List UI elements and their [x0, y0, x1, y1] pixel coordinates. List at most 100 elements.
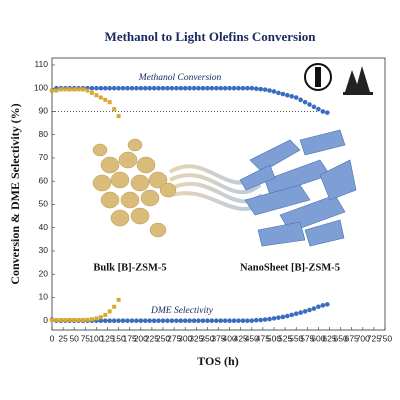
- y-tick-label: 30: [39, 245, 49, 255]
- data-point: [191, 85, 197, 91]
- data-point: [285, 313, 290, 319]
- data-point: [191, 318, 197, 324]
- data-point: [98, 85, 104, 91]
- data-point: [50, 318, 54, 323]
- data-point: [50, 88, 54, 93]
- data-point: [174, 85, 179, 91]
- data-point: [289, 94, 295, 99]
- data-point: [116, 85, 121, 91]
- data-point: [89, 317, 94, 322]
- data-point: [107, 318, 113, 324]
- data-point: [156, 85, 161, 91]
- data-point: [107, 85, 113, 91]
- data-point: [116, 114, 121, 119]
- data-point: [253, 317, 259, 323]
- x-tick-label: 150: [112, 333, 126, 343]
- x-tick-label: 25: [58, 333, 68, 343]
- data-point: [142, 85, 148, 91]
- y-tick-label: 80: [39, 129, 49, 139]
- y-tick-label: 70: [39, 152, 49, 162]
- data-point: [262, 317, 268, 322]
- data-point: [102, 85, 108, 91]
- data-point: [54, 318, 59, 323]
- data-point: [112, 107, 117, 112]
- data-point: [218, 85, 224, 91]
- data-point: [245, 318, 250, 324]
- data-point: [213, 318, 219, 324]
- data-point: [169, 85, 175, 91]
- y-tick-label: 110: [34, 59, 48, 69]
- data-point: [307, 102, 312, 107]
- data-point: [249, 318, 255, 324]
- data-point: [120, 318, 126, 324]
- data-point: [112, 304, 117, 309]
- data-point: [125, 85, 130, 91]
- x-tick-label: 650: [334, 333, 348, 343]
- x-axis-label: TOS (h): [197, 354, 238, 368]
- data-point: [302, 309, 308, 314]
- data-point: [320, 109, 326, 114]
- x-tick-label: 50: [69, 333, 79, 343]
- x-tick-label: 125: [100, 333, 114, 343]
- data-point: [218, 318, 224, 324]
- data-point: [169, 318, 175, 324]
- data-point: [178, 85, 184, 91]
- data-point: [267, 88, 272, 93]
- data-point: [231, 318, 237, 324]
- data-point: [147, 318, 152, 324]
- x-tick-label: 475: [256, 333, 270, 343]
- x-tick-label: 625: [322, 333, 336, 343]
- data-point: [58, 318, 63, 323]
- data-point: [289, 312, 295, 318]
- annotation: Methanol Conversion: [138, 73, 222, 83]
- data-point: [240, 85, 246, 91]
- data-point: [311, 306, 317, 311]
- x-tick-label: 450: [245, 333, 259, 343]
- y-tick-label: 40: [39, 222, 49, 232]
- data-point: [182, 318, 188, 324]
- data-point: [182, 85, 188, 91]
- x-tick-label: 575: [300, 333, 314, 343]
- data-point: [151, 318, 157, 324]
- data-point: [293, 95, 299, 100]
- annotation: DME Selectivity: [150, 306, 214, 316]
- data-point: [72, 87, 77, 92]
- data-point: [102, 318, 108, 324]
- data-point: [142, 318, 148, 324]
- data-point: [276, 315, 281, 320]
- data-point: [89, 85, 95, 91]
- x-tick-label: 75: [81, 333, 91, 343]
- data-point: [253, 86, 259, 91]
- data-point: [249, 85, 255, 91]
- data-point: [67, 87, 72, 92]
- y-tick-label: 90: [39, 106, 49, 116]
- data-point: [120, 85, 126, 91]
- data-point: [280, 314, 286, 320]
- x-tick-label: 200: [134, 333, 148, 343]
- data-point: [116, 318, 121, 324]
- x-tick-label: 400: [223, 333, 237, 343]
- data-point: [316, 106, 321, 112]
- data-point: [258, 317, 263, 323]
- data-point: [160, 85, 166, 91]
- x-tick-label: 300: [178, 333, 192, 343]
- data-point: [200, 318, 206, 324]
- data-point: [147, 85, 152, 91]
- x-tick-label: 250: [156, 333, 170, 343]
- data-point: [107, 309, 112, 314]
- data-point: [151, 85, 157, 91]
- data-point: [81, 87, 86, 92]
- data-point: [280, 91, 286, 97]
- x-tick-label: 0: [50, 333, 55, 343]
- data-point: [98, 315, 103, 320]
- x-tick-label: 600: [311, 333, 325, 343]
- data-point: [187, 85, 192, 91]
- data-point: [54, 88, 59, 93]
- annotation: Bulk [B]-ZSM-5: [93, 262, 166, 273]
- x-tick-label: 750: [378, 333, 392, 343]
- x-tick-label: 325: [189, 333, 203, 343]
- y-tick-label: 100: [34, 82, 48, 92]
- data-point: [111, 318, 117, 324]
- logo: [304, 63, 373, 95]
